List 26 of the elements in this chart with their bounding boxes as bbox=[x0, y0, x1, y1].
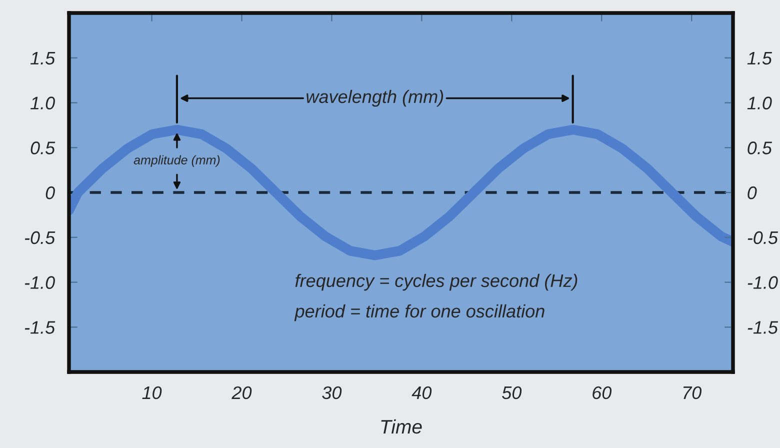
x-tick-label: 30 bbox=[322, 386, 342, 400]
x-axis-title: Time bbox=[381, 419, 422, 434]
y-tick-label: 1.0 bbox=[30, 96, 55, 110]
x-tick-label: 60 bbox=[592, 386, 612, 400]
annotation: frequency = cycles per second (Hz) bbox=[295, 274, 578, 291]
y-tick-label: 0 bbox=[46, 186, 55, 200]
y-tick-label: -0.5 bbox=[24, 231, 56, 244]
y-tick-label: -1.5 bbox=[24, 321, 56, 334]
annotation: amplitude (mm) bbox=[134, 155, 220, 167]
y2-tick-label: -0.5 bbox=[748, 231, 778, 244]
y2-tick-label: -1.0 bbox=[748, 276, 778, 289]
x-tick-label: 20 bbox=[232, 386, 252, 400]
x-tick-label: 50 bbox=[502, 386, 522, 400]
y2-tick-label: -1.5 bbox=[748, 321, 778, 334]
y2-tick-label: 0.5 bbox=[748, 142, 772, 154]
annotation: wavelength (mm) bbox=[306, 90, 444, 107]
y-tick-label: 0.5 bbox=[30, 142, 56, 154]
y-tick-label: 1.5 bbox=[30, 52, 56, 65]
x-tick-label: 40 bbox=[412, 386, 432, 400]
x-tick-label: 70 bbox=[683, 386, 702, 400]
annotation: period = time for one oscillation bbox=[294, 304, 544, 322]
y2-tick-label: 0 bbox=[748, 186, 757, 200]
x-tick-label: 10 bbox=[142, 386, 162, 400]
y-tick-label: -1.0 bbox=[24, 276, 55, 289]
y2-tick-label: 1.5 bbox=[747, 52, 772, 65]
y2-tick-label: 1.0 bbox=[747, 96, 772, 110]
